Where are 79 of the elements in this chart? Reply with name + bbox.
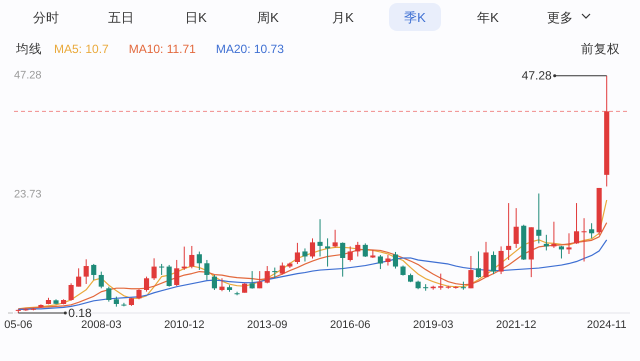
x-tick-label: 05-06: [4, 319, 32, 331]
candlestick: [544, 234, 549, 251]
text: MA10: 11.71: [128, 42, 196, 56]
annotation: 0.18: [68, 306, 92, 320]
annotation: 47.28: [522, 68, 552, 83]
candlestick: [68, 282, 74, 302]
candlestick: [196, 251, 202, 270]
candlestick: [362, 242, 368, 258]
line-series: [18, 239, 608, 310]
x-tick-label: 2019-03: [413, 319, 454, 331]
x-tick-label: 2016-06: [330, 319, 370, 331]
x-tick-label: 2021-12: [496, 319, 536, 331]
text: 更多: [547, 10, 573, 25]
candlestick: [558, 245, 564, 259]
candlestick: [84, 258, 89, 284]
x-tick-label: 2024-11: [586, 319, 626, 331]
candlestick: [144, 276, 150, 292]
legend-title: 均线: [15, 42, 42, 56]
candlestick: [114, 296, 119, 308]
candlestick: [551, 221, 556, 248]
candlestick: [257, 270, 262, 289]
candlestick: [438, 273, 444, 290]
text: 季K: [404, 10, 426, 25]
candlestick: [392, 251, 398, 270]
candlestick: [91, 263, 96, 280]
candlestick: [348, 246, 353, 262]
text: 月K: [332, 10, 354, 25]
candlestick: [98, 271, 104, 289]
candlestick: [514, 208, 519, 248]
candlestick: [317, 218, 323, 257]
x-tick-label: 2013-09: [247, 319, 288, 331]
candlestick: [152, 258, 157, 280]
candlestick: [106, 286, 112, 302]
candlestick: [294, 242, 300, 265]
candlestick: [204, 259, 210, 280]
candlestick: [566, 232, 572, 254]
candlestick: [174, 259, 180, 286]
candlestick: [219, 278, 225, 292]
candlestick: [582, 218, 587, 262]
candlestick: [166, 264, 172, 288]
text: MA5: 10.7: [54, 42, 110, 56]
text: 日K: [185, 10, 208, 25]
text: 年K: [477, 10, 500, 25]
candlestick: [302, 248, 308, 262]
candlestick: [355, 241, 360, 257]
candlestick: [506, 202, 512, 260]
candlestick: [332, 229, 338, 248]
candlestick: [325, 238, 330, 268]
candlestick: [476, 250, 482, 278]
candlestick: [76, 268, 82, 288]
candlestick: [189, 245, 194, 269]
candlestick: [490, 250, 496, 275]
text: 分时: [33, 10, 59, 25]
candlestick: [340, 242, 346, 278]
candlestick: [280, 262, 285, 276]
candlestick: [159, 263, 164, 276]
y-tick-label: 23.73: [14, 188, 42, 200]
candlestick: [385, 254, 390, 266]
candlestick: [136, 288, 142, 300]
candlestick: [536, 192, 542, 244]
candlestick: [250, 270, 255, 290]
candlestick: [400, 265, 406, 276]
candlestick: [574, 202, 580, 244]
x-tick-label: 2010-12: [164, 319, 204, 331]
candlestick: [589, 222, 594, 239]
x-tick-label: 2008-03: [81, 319, 122, 331]
candlestick: [272, 267, 278, 279]
candlestick: [182, 246, 187, 270]
text: 周K: [257, 10, 280, 25]
candlestick: [498, 246, 504, 275]
candlestick: [264, 266, 270, 284]
candlestick: [468, 255, 474, 289]
text: MA20: 10.73: [216, 42, 284, 56]
text: 五日: [108, 10, 134, 25]
candlestick: [212, 274, 217, 290]
candlestick: [310, 238, 316, 259]
line-series: [18, 222, 608, 310]
text: 前复权: [581, 42, 620, 56]
candlestick: [378, 254, 383, 270]
